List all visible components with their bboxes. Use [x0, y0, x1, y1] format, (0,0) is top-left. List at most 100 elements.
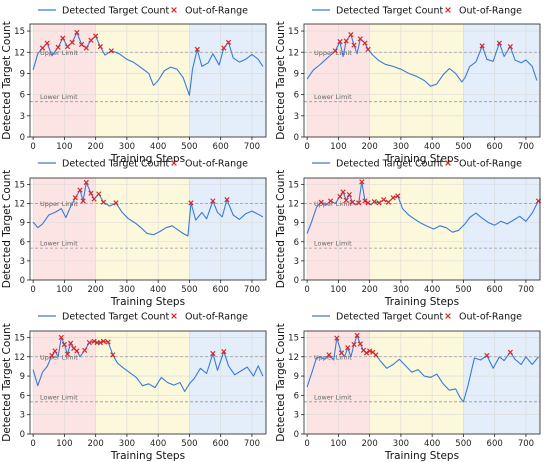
marker-stroke: [210, 198, 216, 204]
out-of-range-marker: [221, 348, 227, 355]
x-tick-label: 400: [424, 439, 440, 449]
out-of-range-marker: [188, 200, 194, 206]
legend-label-out-of-range: Out-of-Range: [459, 312, 522, 323]
x-tick-label: 500: [455, 142, 471, 152]
out-of-range-marker: [93, 33, 99, 39]
x-tick-label: 300: [119, 439, 135, 449]
y-tick-label: 0: [20, 430, 25, 440]
plot-frame: [303, 177, 541, 281]
out-of-range-marker: [354, 332, 360, 339]
out-of-range-marker: [69, 39, 75, 45]
lower-limit-label: Lower Limit: [314, 240, 352, 248]
x-tick-label: 600: [213, 285, 229, 295]
marker-stroke: [343, 38, 349, 44]
x-tick-label: 400: [150, 142, 166, 152]
out-of-range-marker: [86, 339, 93, 346]
y-axis-title: Detected Target Count: [1, 323, 13, 441]
detected-target-count-line: [32, 181, 264, 237]
marker-stroke: [61, 341, 68, 348]
out-of-range-marker: [337, 193, 343, 200]
out-of-range-marker: [39, 45, 46, 51]
marker-stroke: [83, 179, 89, 186]
legend-label-detected: Detected Target Count: [336, 312, 443, 323]
out-of-range-marker: [373, 352, 379, 358]
y-tick-label: 12: [14, 48, 25, 58]
marker-stroke: [97, 43, 103, 50]
out-of-range-marker: [60, 35, 66, 41]
x-tick-label: 700: [244, 285, 260, 295]
marker-stroke: [171, 7, 177, 13]
out-of-range-marker: [83, 179, 89, 186]
marker-stroke: [93, 33, 99, 39]
plot-frame: [303, 330, 541, 435]
out-of-range-marker: [362, 40, 368, 46]
out-of-range-marker: [318, 199, 324, 205]
x-tick-label: 700: [518, 439, 534, 449]
out-of-range-marker: [77, 187, 83, 193]
y-tick-label: 3: [20, 411, 25, 421]
out-of-range-marker: [225, 39, 232, 45]
legend-marker-swatch: [171, 7, 177, 13]
marker-stroke: [337, 193, 343, 200]
marker-stroke: [68, 340, 74, 346]
y-axis-title: Detected Target Count: [275, 21, 287, 139]
marker-stroke: [97, 339, 103, 346]
out-of-range-marker: [80, 198, 86, 204]
out-of-range-marker: [351, 341, 357, 348]
out-of-range-marker: [224, 197, 230, 203]
out-of-range-marker: [395, 193, 401, 199]
x-tick-label: 300: [393, 439, 409, 449]
marker-stroke: [221, 45, 227, 51]
marker-stroke: [100, 338, 107, 344]
detected-target-count-line: [306, 334, 539, 403]
y-tick-label: 6: [20, 91, 25, 101]
out-of-range-marker: [376, 200, 382, 206]
x-tick-label: 500: [455, 285, 471, 295]
plot-frame: [303, 23, 541, 138]
marker-stroke: [351, 341, 357, 348]
out-of-range-marker: [479, 43, 485, 49]
marker-stroke: [88, 37, 94, 43]
y-tick-label: 12: [288, 353, 299, 363]
marker-stroke: [338, 350, 345, 356]
lower-limit-label: Lower Limit: [40, 93, 78, 101]
phase-band-2: [369, 178, 464, 280]
marker-stroke: [349, 199, 356, 205]
out-of-range-marker: [365, 46, 371, 53]
out-of-range-marker: [72, 195, 78, 201]
out-of-range-marker: [61, 341, 68, 348]
x-tick-label: 500: [181, 142, 197, 152]
marker-stroke: [362, 198, 368, 204]
marker-stroke: [365, 200, 371, 206]
x-tick-label: 600: [487, 439, 503, 449]
y-tick-label: 12: [14, 353, 25, 363]
x-tick-label: 0: [30, 439, 35, 449]
marker-stroke: [373, 352, 379, 358]
marker-stroke: [356, 200, 362, 206]
marker-stroke: [188, 200, 194, 206]
lower-limit-label: Lower Limit: [40, 240, 78, 248]
x-tick-label: 200: [88, 285, 104, 295]
out-of-range-marker: [97, 339, 103, 346]
y-tick-label: 9: [294, 219, 299, 229]
marker-stroke: [108, 48, 114, 54]
legend: Detected Target Count Out-of-Range: [312, 312, 522, 323]
y-tick-label: 12: [288, 48, 299, 58]
legend-marker-swatch: [445, 160, 451, 166]
out-of-range-marker: [78, 41, 85, 48]
out-of-range-marker: [334, 335, 340, 341]
lower-limit-label: Lower Limit: [40, 393, 78, 401]
legend-label-detected: Detected Target Count: [62, 312, 169, 323]
marker-stroke: [479, 43, 485, 49]
x-tick-label: 700: [244, 439, 260, 449]
marker-stroke: [367, 348, 373, 354]
marker-stroke: [96, 191, 102, 197]
x-axis-title: Training Steps: [384, 296, 459, 308]
phase-band-2: [95, 24, 190, 137]
marker-stroke: [365, 46, 371, 53]
upper-limit-label: Upper Limit: [40, 200, 78, 208]
out-of-range-marker: [194, 46, 200, 53]
lower-limit-label: Lower Limit: [314, 393, 352, 401]
out-of-range-marker: [68, 340, 74, 346]
x-tick-label: 100: [330, 285, 346, 295]
